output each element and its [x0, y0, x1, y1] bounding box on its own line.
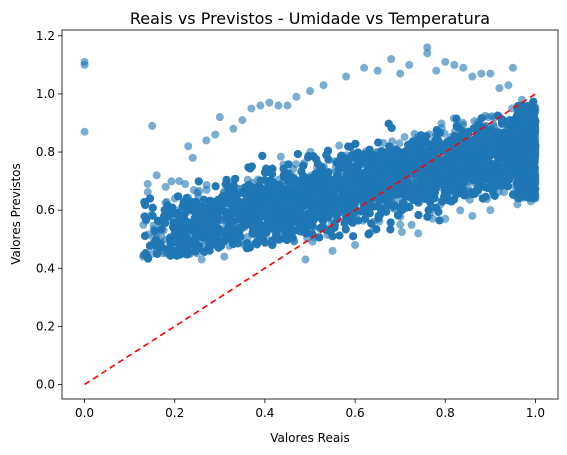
- scatter-point: [276, 152, 285, 161]
- scatter-point: [410, 129, 419, 138]
- scatter-point: [167, 177, 176, 186]
- points-layer: [80, 43, 540, 264]
- scatter-point: [181, 180, 190, 189]
- scatter-point: [400, 133, 409, 142]
- scatter-point: [335, 141, 344, 150]
- scatter-point: [202, 181, 211, 190]
- scatter-point: [395, 139, 404, 148]
- scatter-point: [407, 220, 416, 229]
- scatter-point: [143, 188, 152, 197]
- chart-title: Reais vs Previstos - Umidade vs Temperat…: [130, 9, 490, 28]
- scatter-point: [397, 228, 406, 237]
- scatter-point: [456, 206, 465, 215]
